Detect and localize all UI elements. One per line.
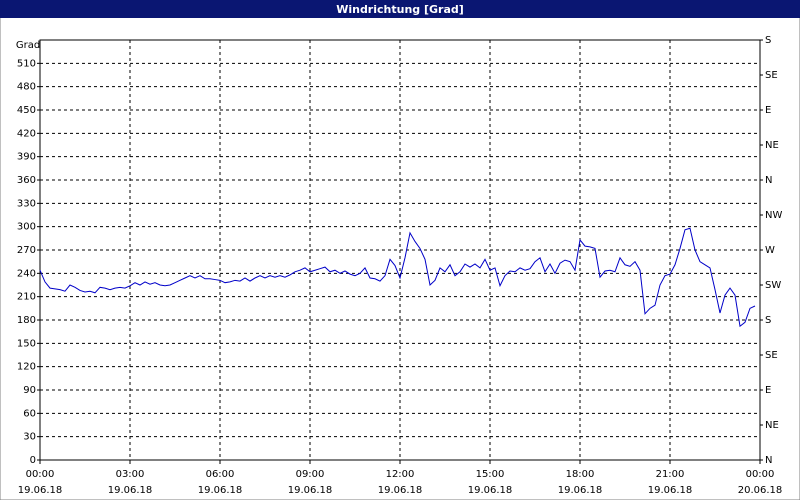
y-tick-label: 180 <box>17 315 36 326</box>
y-tick-label: 270 <box>17 245 36 256</box>
y-tick-label: 60 <box>23 408 36 419</box>
y-axis-label: Grad <box>16 40 40 51</box>
x-tick-date: 19.06.18 <box>378 485 423 496</box>
y2-tick-label: N <box>765 175 772 186</box>
y-tick-label: 210 <box>17 292 36 303</box>
y-tick-label: 480 <box>17 82 36 93</box>
y2-tick-label: NE <box>765 140 779 151</box>
y2-tick-label: SE <box>765 70 778 81</box>
chart-title: Windrichtung [Grad] <box>336 3 464 16</box>
x-tick-date: 19.06.18 <box>288 485 333 496</box>
x-tick-label: 12:00 <box>386 469 415 480</box>
y2-tick-label: SE <box>765 350 778 361</box>
y2-tick-label: E <box>765 385 771 396</box>
y2-tick-label: NW <box>765 210 782 221</box>
y-tick-label: 150 <box>17 338 36 349</box>
y2-tick-label: W <box>765 245 775 256</box>
y-tick-label: 450 <box>17 105 36 116</box>
x-tick-date: 20.06.18 <box>738 485 783 496</box>
y-tick-label: 360 <box>17 175 36 186</box>
x-tick-date: 19.06.18 <box>18 485 63 496</box>
y2-tick-label: S <box>765 315 771 326</box>
y-tick-label: 0 <box>30 455 36 466</box>
x-tick-date: 19.06.18 <box>198 485 243 496</box>
x-tick-label: 18:00 <box>566 469 595 480</box>
data-line <box>39 227 756 328</box>
y-tick-label: 120 <box>17 362 36 373</box>
y2-tick-label: N <box>765 455 772 466</box>
y-tick-label: 300 <box>17 222 36 233</box>
y-tick-label: 390 <box>17 152 36 163</box>
x-tick-label: 09:00 <box>296 469 325 480</box>
x-tick-date: 19.06.18 <box>558 485 603 496</box>
y-tick-label: 240 <box>17 268 36 279</box>
y-tick-label: 330 <box>17 198 36 209</box>
x-tick-label: 06:00 <box>206 469 235 480</box>
x-tick-label: 15:00 <box>476 469 505 480</box>
x-tick-date: 19.06.18 <box>468 485 513 496</box>
x-tick-date: 19.06.18 <box>648 485 693 496</box>
y-tick-label: 30 <box>23 432 36 443</box>
y-tick-label: 420 <box>17 128 36 139</box>
x-tick-date: 19.06.18 <box>108 485 153 496</box>
x-tick-label: 00:00 <box>26 469 55 480</box>
y2-tick-label: E <box>765 105 771 116</box>
y2-tick-label: S <box>765 35 771 46</box>
y-tick-label: 90 <box>23 385 36 396</box>
x-tick-label: 21:00 <box>656 469 685 480</box>
title-bar <box>0 0 800 18</box>
y2-tick-label: SW <box>765 280 781 291</box>
x-tick-label: 03:00 <box>116 469 145 480</box>
y2-tick-label: NE <box>765 420 779 431</box>
y-tick-label: 510 <box>17 58 36 69</box>
x-tick-label: 00:00 <box>746 469 775 480</box>
